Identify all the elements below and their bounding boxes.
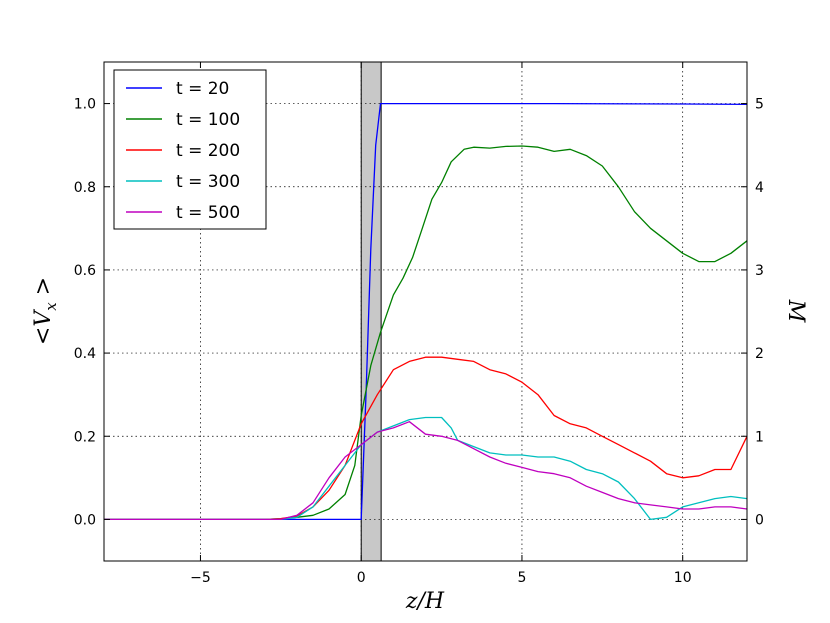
series-line-3 [104, 356, 748, 521]
series-layer [104, 102, 748, 521]
y-axis-label-left: <Vx > [31, 277, 60, 345]
legend-label: t = 100 [176, 110, 240, 130]
series-line-1 [104, 102, 748, 521]
y-axis-label-right: M [783, 299, 808, 323]
y-tick-label-left: 0.0 [74, 512, 96, 528]
y-tick-label-right: 4 [755, 180, 764, 196]
series-line-4 [104, 416, 748, 521]
tick-layer: −5 0 5 10 0.0 0.2 0.4 0.6 0.8 1.0 0 1 2 3 4 5 [74, 62, 764, 586]
y-tick-label-right: 3 [755, 263, 764, 279]
y-tick-label-right: 0 [755, 512, 764, 528]
x-tick-label: 5 [517, 570, 526, 586]
x-tick-label: −5 [190, 570, 211, 586]
legend-label: t = 300 [176, 172, 240, 192]
series-line-2 [104, 145, 748, 521]
series-line-5 [104, 421, 748, 521]
x-tick-label: 0 [357, 570, 366, 586]
y-tick-label-left: 0.2 [74, 429, 96, 445]
plot-frame [103, 61, 748, 562]
x-tick-label: 10 [674, 570, 692, 586]
x-axis-label: z/H [405, 589, 445, 614]
legend: t = 20 t = 100 t = 200 t = 300 t = 500 [113, 69, 267, 230]
y-tick-label-left: 0.6 [74, 263, 96, 279]
shaded-band-layer [360, 61, 382, 562]
shaded-band [360, 61, 382, 562]
y-tick-label-left: 1.0 [74, 97, 96, 113]
y-tick-label-right: 1 [755, 429, 764, 445]
legend-label: t = 500 [176, 203, 240, 223]
y-tick-label-right: 2 [755, 346, 764, 362]
y-tick-label-left: 0.4 [74, 346, 96, 362]
legend-label: t = 20 [176, 79, 229, 99]
y-tick-label-right: 5 [755, 97, 764, 113]
legend-label: t = 200 [176, 141, 240, 161]
y-tick-label-left: 0.8 [74, 180, 96, 196]
